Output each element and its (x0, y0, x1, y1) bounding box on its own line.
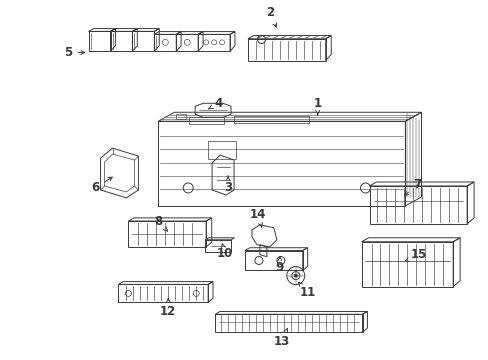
Text: 3: 3 (224, 176, 232, 194)
Circle shape (294, 274, 297, 277)
Text: 1: 1 (313, 97, 321, 115)
Text: 9: 9 (275, 257, 284, 274)
Text: 13: 13 (273, 328, 289, 348)
Text: 8: 8 (154, 215, 167, 231)
Text: 15: 15 (405, 248, 427, 261)
Text: 12: 12 (160, 298, 176, 318)
Text: 6: 6 (91, 177, 112, 194)
Text: 5: 5 (64, 46, 84, 59)
Text: 2: 2 (265, 6, 276, 27)
Text: 14: 14 (249, 208, 265, 227)
Text: 10: 10 (217, 244, 233, 260)
Text: 7: 7 (404, 179, 421, 195)
Text: 11: 11 (298, 282, 315, 299)
Text: 4: 4 (208, 97, 222, 110)
